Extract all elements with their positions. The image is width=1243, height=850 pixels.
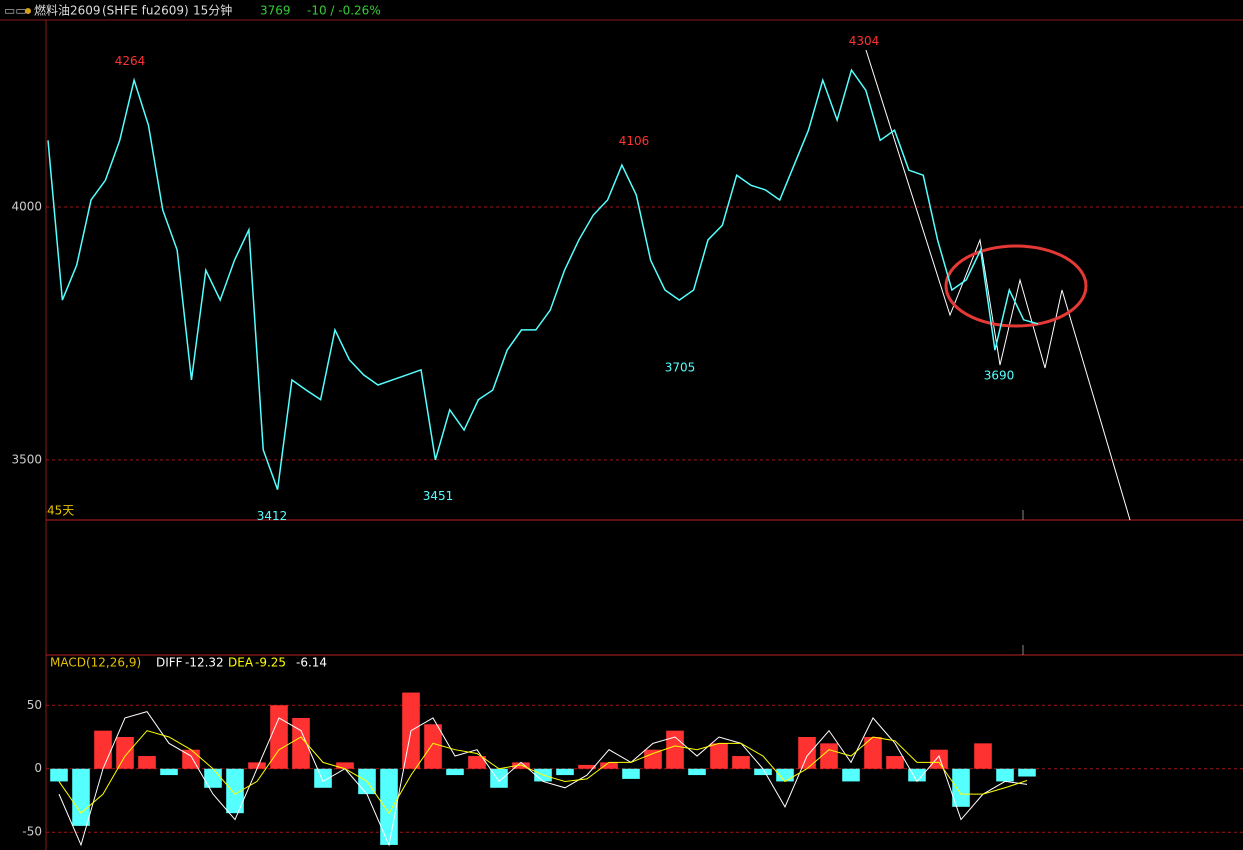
change: -10 / -0.26% (307, 4, 381, 18)
macd-bar (644, 749, 662, 769)
drawn-trendline[interactable] (865, 49, 1131, 521)
macd-bar (270, 705, 288, 769)
extreme-label: 3412 (257, 509, 288, 523)
macd-bar (600, 762, 618, 769)
macd-value: -6.14 (296, 656, 327, 670)
macd-bar (842, 768, 860, 782)
macd-bar (776, 768, 794, 782)
price-line (47, 68, 1039, 490)
extreme-label: 4106 (619, 134, 650, 148)
macd-bar (226, 768, 244, 814)
diff-value: -12.32 (185, 656, 224, 670)
macd-bar (380, 768, 398, 845)
macd-bar (292, 717, 310, 769)
macd-bar (864, 736, 882, 769)
macd-bar (248, 762, 266, 769)
macd-bar (468, 756, 486, 769)
macd-bar (578, 764, 596, 769)
macd-bar (50, 768, 68, 782)
macd-bar (512, 762, 530, 769)
macd-bar (710, 743, 728, 769)
y-tick-label: 0 (34, 761, 42, 775)
menu-icon[interactable]: ▭▭ (4, 4, 27, 18)
macd-bar (424, 724, 442, 769)
macd-bar (886, 756, 904, 769)
macd-bar (732, 756, 750, 769)
macd-bar (1018, 768, 1036, 777)
y-tick-label: 3500 (11, 452, 42, 466)
macd-bar (908, 768, 926, 782)
extreme-label: 4264 (115, 54, 146, 68)
macd-bar (160, 768, 178, 776)
macd-bar (952, 768, 970, 807)
macd-bar (622, 768, 640, 779)
extreme-label: 3705 (665, 361, 696, 375)
symbol[interactable]: 燃料油2609 (34, 3, 101, 18)
macd-line (58, 730, 1028, 815)
legend-dea: DEA (228, 656, 254, 670)
macd-line (58, 711, 1028, 847)
macd-bar (336, 762, 354, 769)
dea-value: -9.25 (255, 656, 286, 670)
extreme-label: 3451 (423, 489, 454, 503)
macd-bar (116, 736, 134, 769)
macd-bar (204, 768, 222, 788)
macd-bar (314, 768, 332, 788)
y-tick-label: -50 (22, 825, 42, 839)
macd-bar (72, 768, 90, 826)
macd-bar (996, 768, 1014, 782)
macd-bar (446, 768, 464, 776)
extreme-label: 4304 (849, 34, 880, 48)
macd-title[interactable]: MACD(12,26,9) (50, 656, 141, 670)
macd-bar (754, 768, 772, 776)
macd-bar (666, 730, 684, 769)
macd-bar (138, 756, 156, 769)
last-price: 3769 (260, 4, 291, 18)
y-tick-label: 4000 (11, 200, 42, 214)
macd-bar (490, 768, 508, 788)
y-tick-label: 50 (27, 698, 42, 712)
symbol-code: (SHFE fu2609) (102, 4, 189, 18)
status-dot (25, 8, 31, 14)
macd-bar (688, 768, 706, 776)
macd-bar (94, 730, 112, 769)
highlight-ellipse[interactable] (944, 244, 1088, 328)
range-label: 45天 (47, 504, 74, 518)
macd-bar (930, 749, 948, 769)
extreme-label: 3690 (984, 368, 1015, 382)
macd-bar (820, 743, 838, 769)
macd-bar (974, 743, 992, 769)
macd-bar (556, 768, 574, 776)
legend-diff: DIFF (156, 656, 183, 670)
period[interactable]: 15分钟 (193, 3, 232, 18)
macd-bar (798, 736, 816, 769)
